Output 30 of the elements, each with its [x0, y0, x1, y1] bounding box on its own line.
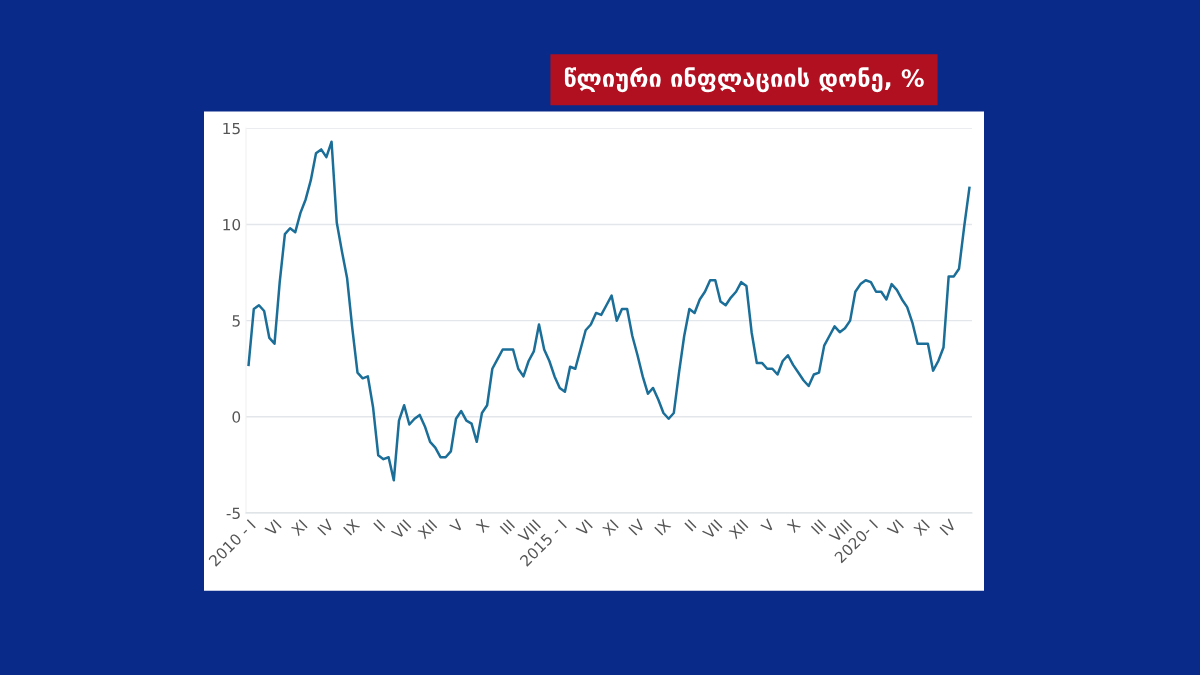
y-tick-label: 15: [223, 122, 240, 135]
line-series: [247, 140, 971, 482]
x-tick-label: XI: [912, 519, 930, 537]
x-tick-label: XII: [416, 519, 438, 540]
x-tick-label: II: [373, 519, 386, 532]
x-tick-label: IX: [343, 518, 361, 536]
x-tick-label: V: [449, 518, 465, 534]
x-tick-label: VI: [886, 519, 904, 537]
x-tick-label: X: [475, 518, 490, 534]
x-tick-label: II: [684, 519, 697, 532]
x-tick-label: X: [786, 518, 801, 534]
x-tick-label: V: [760, 518, 776, 534]
x-tick-label: IV: [628, 518, 646, 536]
x-tick-label: III: [810, 519, 827, 535]
x-tick-label: XI: [290, 519, 308, 537]
x-tick-label: XI: [601, 519, 619, 537]
x-tick-label: IV: [317, 518, 335, 536]
chart-title: წლიური ინფლაციის დონე, %: [564, 67, 924, 93]
x-tick-label: VII: [390, 519, 412, 540]
x-tick-label: IX: [654, 518, 672, 536]
x-tick-label: VI: [575, 519, 593, 537]
x-tick-label: IV: [939, 518, 957, 536]
y-tick-label: 0: [232, 411, 241, 423]
y-tick-label: -5: [226, 507, 240, 520]
x-tick-label: XII: [728, 519, 749, 540]
x-tick-label: VI: [264, 519, 282, 537]
y-tick-label: 5: [232, 315, 240, 327]
y-tick-label: 10: [223, 218, 241, 231]
x-tick-label: III: [499, 519, 516, 535]
x-tick-label: VII: [701, 519, 723, 540]
